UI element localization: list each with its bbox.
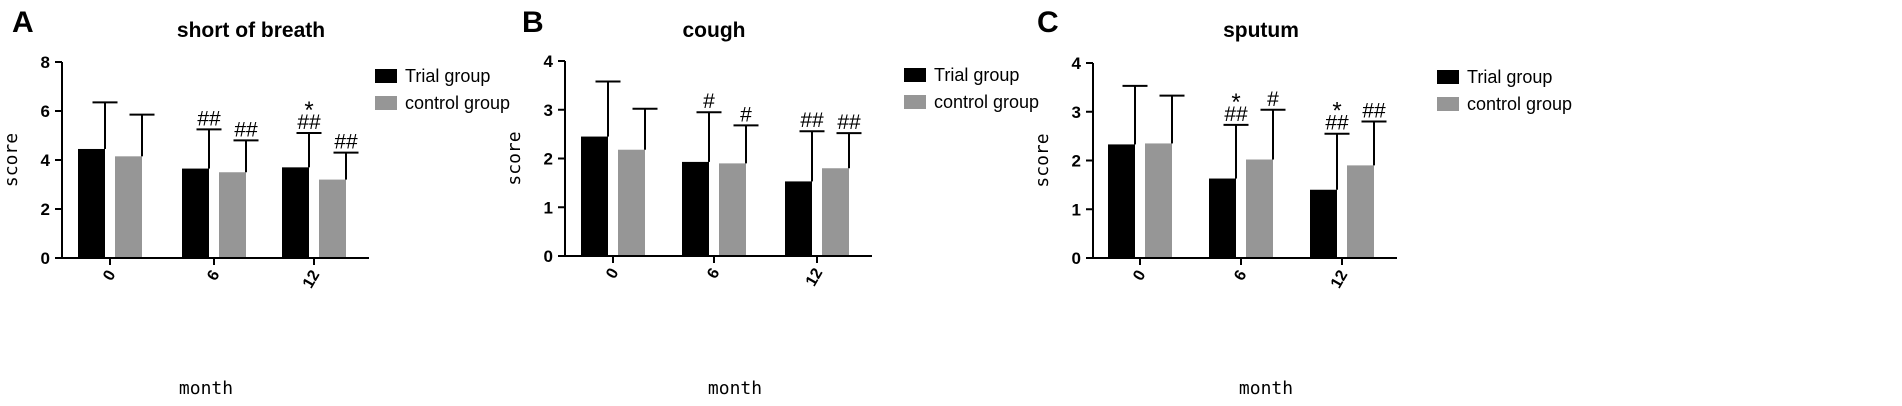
y-tick-label: 4 (41, 151, 51, 170)
significance-hash: ## (234, 118, 258, 141)
bar-trial (1310, 189, 1337, 258)
legend-swatch-trial (1437, 70, 1459, 84)
significance-hash: ## (1224, 103, 1248, 126)
bar-trial (785, 181, 812, 256)
bar-control (1347, 165, 1374, 258)
x-tick-label: 12 (1328, 267, 1352, 291)
bar-trial (282, 167, 309, 258)
legend-label: Trial group (934, 65, 1019, 85)
legend-swatch-control (375, 96, 397, 110)
legend-swatch-trial (904, 68, 926, 82)
legend-label: control group (1467, 94, 1572, 114)
x-tick-label: 0 (603, 265, 622, 281)
bar-trial (682, 161, 709, 256)
significance-star: * (1332, 98, 1341, 125)
y-axis-label: score (504, 131, 525, 185)
panel-letter: B (522, 6, 544, 39)
significance-hash: # (740, 103, 752, 126)
y-tick-label: 2 (41, 200, 50, 219)
significance-hash: # (703, 90, 715, 113)
legend: Trial group control group (1437, 67, 1572, 114)
y-tick-label: 3 (1072, 103, 1081, 122)
y-tick-label: 0 (1072, 249, 1081, 268)
x-tick-label: 12 (803, 265, 827, 289)
bar-trial (78, 148, 105, 258)
legend-swatch-control (904, 95, 926, 109)
y-axis-label: score (1032, 133, 1053, 187)
chart-title: short of breath (177, 19, 325, 42)
significance-star: * (304, 97, 313, 124)
legend: Trial group control group (904, 65, 1039, 112)
bar-control (1246, 159, 1273, 258)
y-tick-label: 3 (544, 101, 553, 120)
bar-trial (1108, 144, 1135, 258)
panel-letter: A (12, 6, 34, 39)
significance-hash: ## (1325, 112, 1349, 135)
x-tick-label: 0 (100, 267, 119, 283)
significance-hash: ## (197, 107, 221, 130)
x-tick-label: 12 (300, 267, 324, 291)
bar-trial (182, 168, 209, 258)
bar-trial (1209, 178, 1236, 258)
significance-hash: ## (1362, 100, 1386, 123)
legend-swatch-trial (375, 69, 397, 83)
y-tick-label: 4 (544, 52, 554, 71)
bar-control (219, 172, 246, 258)
y-tick-label: 4 (1072, 54, 1082, 73)
legend-label: control group (934, 92, 1039, 112)
x-tick-label: 0 (1130, 267, 1149, 283)
y-tick-label: 1 (544, 198, 553, 217)
panel-letter: C (1037, 6, 1059, 39)
x-axis-label: month (179, 378, 233, 399)
y-axis-label: score (1, 133, 22, 187)
significance-hash: ## (800, 109, 824, 132)
x-axis-label: month (708, 378, 762, 399)
bar-control (719, 163, 746, 256)
legend-label: control group (405, 93, 510, 113)
x-tick-label: 6 (1231, 267, 1250, 283)
y-tick-label: 2 (544, 150, 553, 169)
x-tick-label: 6 (704, 265, 723, 281)
significance-hash: # (1267, 88, 1279, 111)
x-tick-label: 6 (204, 267, 223, 283)
bar-control (618, 149, 645, 256)
legend-label: Trial group (405, 66, 490, 86)
y-tick-label: 2 (1072, 152, 1081, 171)
y-tick-label: 1 (1072, 200, 1081, 219)
bar-trial (581, 136, 608, 256)
chart-title: sputum (1223, 19, 1299, 42)
bar-control (822, 168, 849, 256)
bar-control (1145, 143, 1172, 258)
significance-hash: ## (297, 111, 321, 134)
x-axis-label: month (1239, 378, 1293, 399)
chart-title: cough (683, 19, 746, 42)
y-tick-label: 6 (41, 102, 50, 121)
legend-label: Trial group (1467, 67, 1552, 87)
legend-swatch-control (1437, 97, 1459, 111)
y-tick-label: 8 (41, 53, 50, 72)
significance-star: * (1231, 89, 1240, 116)
bar-control (115, 156, 142, 258)
legend: Trial group control group (375, 66, 510, 113)
significance-hash: ## (837, 111, 861, 134)
significance-hash: ## (334, 131, 358, 154)
y-tick-label: 0 (544, 247, 553, 266)
bar-control (319, 179, 346, 258)
y-tick-label: 0 (41, 249, 50, 268)
